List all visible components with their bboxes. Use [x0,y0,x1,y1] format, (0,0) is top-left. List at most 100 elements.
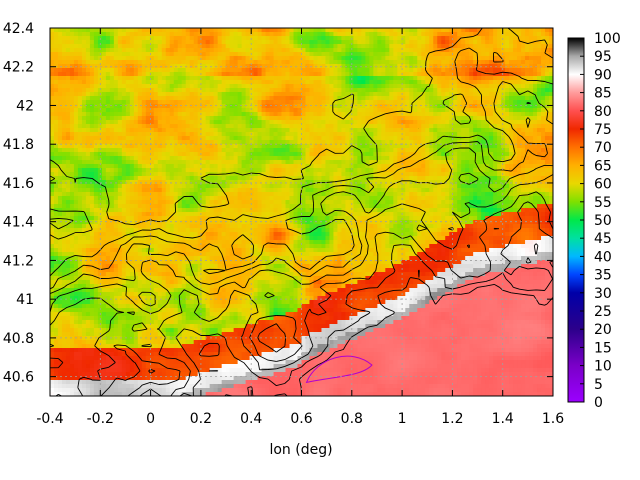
heatmap-cell [181,48,187,53]
heatmap-cell [545,76,550,81]
heatmap-cell [269,140,275,145]
heatmap-cell [209,124,215,129]
heatmap-cell [461,32,466,37]
heatmap-cell [189,148,195,153]
heatmap-cell [165,132,171,137]
heatmap-cell [301,108,307,113]
heatmap-cell [385,148,390,153]
heatmap-cell [57,64,63,69]
heatmap-cell [489,132,494,137]
heatmap-cell [193,48,199,53]
heatmap-cell [477,112,482,117]
heatmap-cell [297,40,303,45]
heatmap-cell [477,148,482,153]
heatmap-cell [281,48,287,53]
heatmap-cell [101,148,107,153]
heatmap-cell [477,32,482,37]
heatmap-cell [157,136,163,141]
heatmap-cell [489,108,494,113]
heatmap-cell [117,132,123,137]
heatmap-cell [389,140,394,145]
heatmap-cell [413,32,418,37]
heatmap-cell [241,144,247,149]
heatmap-cell [293,128,299,133]
heatmap-cell [161,168,167,173]
heatmap-cell [221,88,227,93]
heatmap-cell [237,76,243,81]
heatmap-cell [309,184,315,189]
heatmap-cell [449,180,454,185]
heatmap-cell [197,124,203,129]
heatmap-cell [209,84,215,89]
heatmap-cell [521,28,526,33]
heatmap-cell [405,108,410,113]
heatmap-cell [545,164,550,169]
heatmap-cell [161,64,167,69]
heatmap-cell [381,100,386,105]
heatmap-cell [273,148,279,153]
heatmap-cell [449,48,454,53]
heatmap-cell [181,172,187,177]
heatmap-cell [177,112,183,117]
heatmap-cell [161,148,167,153]
heatmap-cell [93,76,99,81]
heatmap-cell [417,64,422,69]
heatmap-cell [193,36,199,41]
heatmap-cell [301,116,307,121]
heatmap-cell [177,180,183,185]
heatmap-cell [449,148,454,153]
heatmap-cell [469,112,474,117]
heatmap-cell [337,132,343,137]
heatmap-cell [69,164,75,169]
heatmap-cell [361,64,366,69]
heatmap-cell [137,172,143,177]
heatmap-cell [357,160,362,165]
heatmap-cell [493,44,498,49]
heatmap-cell [405,116,410,121]
heatmap-cell [161,100,167,105]
heatmap-cell [53,52,59,57]
heatmap-cell [213,108,219,113]
heatmap-cell [397,156,402,161]
heatmap-cell [505,72,510,77]
heatmap-cell [477,108,482,113]
heatmap-cell [513,52,518,57]
heatmap-cell [461,44,466,49]
heatmap-cell [145,88,151,93]
heatmap-cell [481,32,486,37]
heatmap-cell [345,120,350,125]
heatmap-cell [369,156,374,161]
heatmap-cell [321,52,327,57]
heatmap-cell [457,116,462,121]
heatmap-cell [113,180,119,185]
heatmap-cell [65,136,71,141]
heatmap-cell [73,76,79,81]
heatmap-cell [309,172,315,177]
heatmap-cell [421,116,426,121]
heatmap-cell [229,72,235,77]
heatmap-cell [437,72,442,77]
heatmap-cell [369,68,374,73]
heatmap-cell [325,60,331,65]
heatmap-cell [221,108,227,113]
heatmap-cell [497,160,502,165]
heatmap-cell [185,92,191,97]
heatmap-cell [261,28,267,33]
heatmap-cell [205,32,211,37]
heatmap-cell [237,92,243,97]
heatmap-cell [77,116,83,121]
heatmap-cell [201,52,207,57]
heatmap-cell [309,120,315,125]
heatmap-cell [193,72,199,77]
heatmap-cell [357,76,362,81]
heatmap-cell [213,144,219,149]
heatmap-cell [501,176,506,181]
heatmap-cell [397,128,402,133]
heatmap-cell [497,28,502,33]
heatmap-cell [413,120,418,125]
heatmap-cell [197,152,203,157]
heatmap-cell [281,148,287,153]
heatmap-cell [165,68,171,73]
heatmap-cell [125,100,131,105]
heatmap-cell [237,104,243,109]
